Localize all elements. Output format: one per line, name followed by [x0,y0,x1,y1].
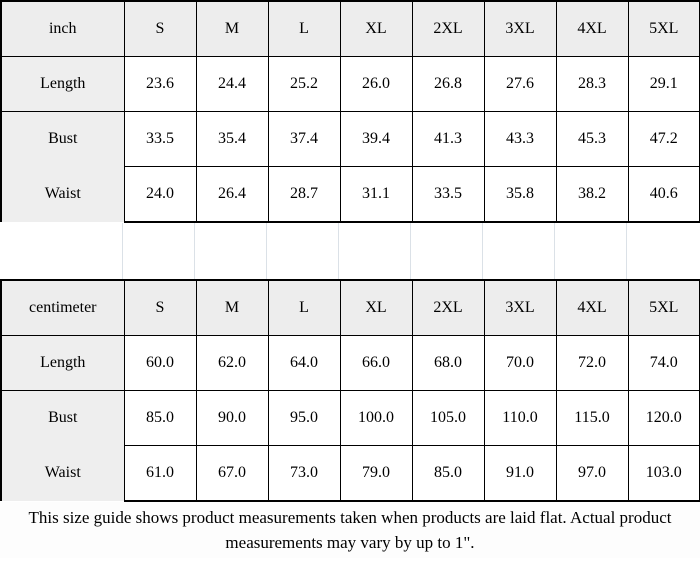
value-cell: 35.8 [483,166,557,223]
value-cell: 100.0 [339,390,413,446]
measurement-row: Bust 33.5 35.4 37.4 39.4 41.3 43.3 45.3 … [0,111,700,167]
size-header: 4XL [555,0,629,57]
header-row: inch S M L XL 2XL 3XL 4XL 5XL [0,0,700,57]
value-cell: 79.0 [339,445,413,502]
size-header: 2XL [411,0,485,57]
gridline-cell [0,223,123,279]
size-header: 5XL [627,279,700,336]
value-cell: 26.4 [195,166,269,223]
value-cell: 105.0 [411,390,485,446]
value-cell: 64.0 [267,335,341,391]
row-label: Bust [0,111,125,167]
size-header: L [267,279,341,336]
size-header: 5XL [627,0,700,57]
value-cell: 28.3 [555,56,629,112]
size-header: XL [339,279,413,336]
value-cell: 72.0 [555,335,629,391]
value-cell: 27.6 [483,56,557,112]
gridline-cell [339,223,411,279]
row-label: Waist [0,166,125,222]
value-cell: 25.2 [267,56,341,112]
value-cell: 24.4 [195,56,269,112]
value-cell: 120.0 [627,390,700,446]
footer-note: This size guide shows product measuremen… [0,502,700,558]
row-label: Bust [0,390,125,446]
gridline-cell [195,223,267,279]
value-cell: 28.7 [267,166,341,223]
value-cell: 26.0 [339,56,413,112]
value-cell: 62.0 [195,335,269,391]
value-cell: 29.1 [627,56,700,112]
value-cell: 45.3 [555,111,629,167]
measurement-row: Length 23.6 24.4 25.2 26.0 26.8 27.6 28.… [0,56,700,112]
value-cell: 39.4 [339,111,413,167]
value-cell: 43.3 [483,111,557,167]
value-cell: 74.0 [627,335,700,391]
value-cell: 60.0 [123,335,197,391]
measurement-row: Length 60.0 62.0 64.0 66.0 68.0 70.0 72.… [0,335,700,391]
value-cell: 38.2 [555,166,629,223]
size-table-inch: inch S M L XL 2XL 3XL 4XL 5XL Length 23.… [0,0,700,223]
gridline-cell [627,223,699,279]
gridline-cell [411,223,483,279]
size-header: S [123,0,197,57]
value-cell: 61.0 [123,445,197,502]
size-header: M [195,279,269,336]
value-cell: 37.4 [267,111,341,167]
size-header: 2XL [411,279,485,336]
value-cell: 68.0 [411,335,485,391]
value-cell: 85.0 [123,390,197,446]
size-header: S [123,279,197,336]
value-cell: 33.5 [123,111,197,167]
row-label: Waist [0,445,125,501]
unit-header: inch [0,0,125,57]
value-cell: 66.0 [339,335,413,391]
value-cell: 73.0 [267,445,341,502]
value-cell: 31.1 [339,166,413,223]
size-header: XL [339,0,413,57]
gridline-cell [123,223,195,279]
value-cell: 85.0 [411,445,485,502]
size-header: 3XL [483,0,557,57]
value-cell: 26.8 [411,56,485,112]
measurement-row: Waist 61.0 67.0 73.0 79.0 85.0 91.0 97.0… [0,445,700,502]
value-cell: 35.4 [195,111,269,167]
gridline-cell [267,223,339,279]
unit-header: centimeter [0,279,125,336]
value-cell: 33.5 [411,166,485,223]
gridline-cell [555,223,627,279]
value-cell: 23.6 [123,56,197,112]
size-table-centimeter: centimeter S M L XL 2XL 3XL 4XL 5XL Leng… [0,279,700,502]
size-header: L [267,0,341,57]
value-cell: 103.0 [627,445,700,502]
row-label: Length [0,335,125,391]
size-header: 4XL [555,279,629,336]
value-cell: 41.3 [411,111,485,167]
measurement-row: Bust 85.0 90.0 95.0 100.0 105.0 110.0 11… [0,390,700,446]
value-cell: 24.0 [123,166,197,223]
value-cell: 95.0 [267,390,341,446]
value-cell: 91.0 [483,445,557,502]
value-cell: 115.0 [555,390,629,446]
gridline-cell [483,223,555,279]
footer-note-text: This size guide shows product measuremen… [28,507,672,553]
value-cell: 70.0 [483,335,557,391]
size-header: 3XL [483,279,557,336]
size-header: M [195,0,269,57]
value-cell: 67.0 [195,445,269,502]
value-cell: 40.6 [627,166,700,223]
value-cell: 90.0 [195,390,269,446]
value-cell: 97.0 [555,445,629,502]
row-label: Length [0,56,125,112]
spacer-row [0,223,700,279]
measurement-row: Waist 24.0 26.4 28.7 31.1 33.5 35.8 38.2… [0,166,700,223]
value-cell: 110.0 [483,390,557,446]
header-row: centimeter S M L XL 2XL 3XL 4XL 5XL [0,279,700,336]
value-cell: 47.2 [627,111,700,167]
